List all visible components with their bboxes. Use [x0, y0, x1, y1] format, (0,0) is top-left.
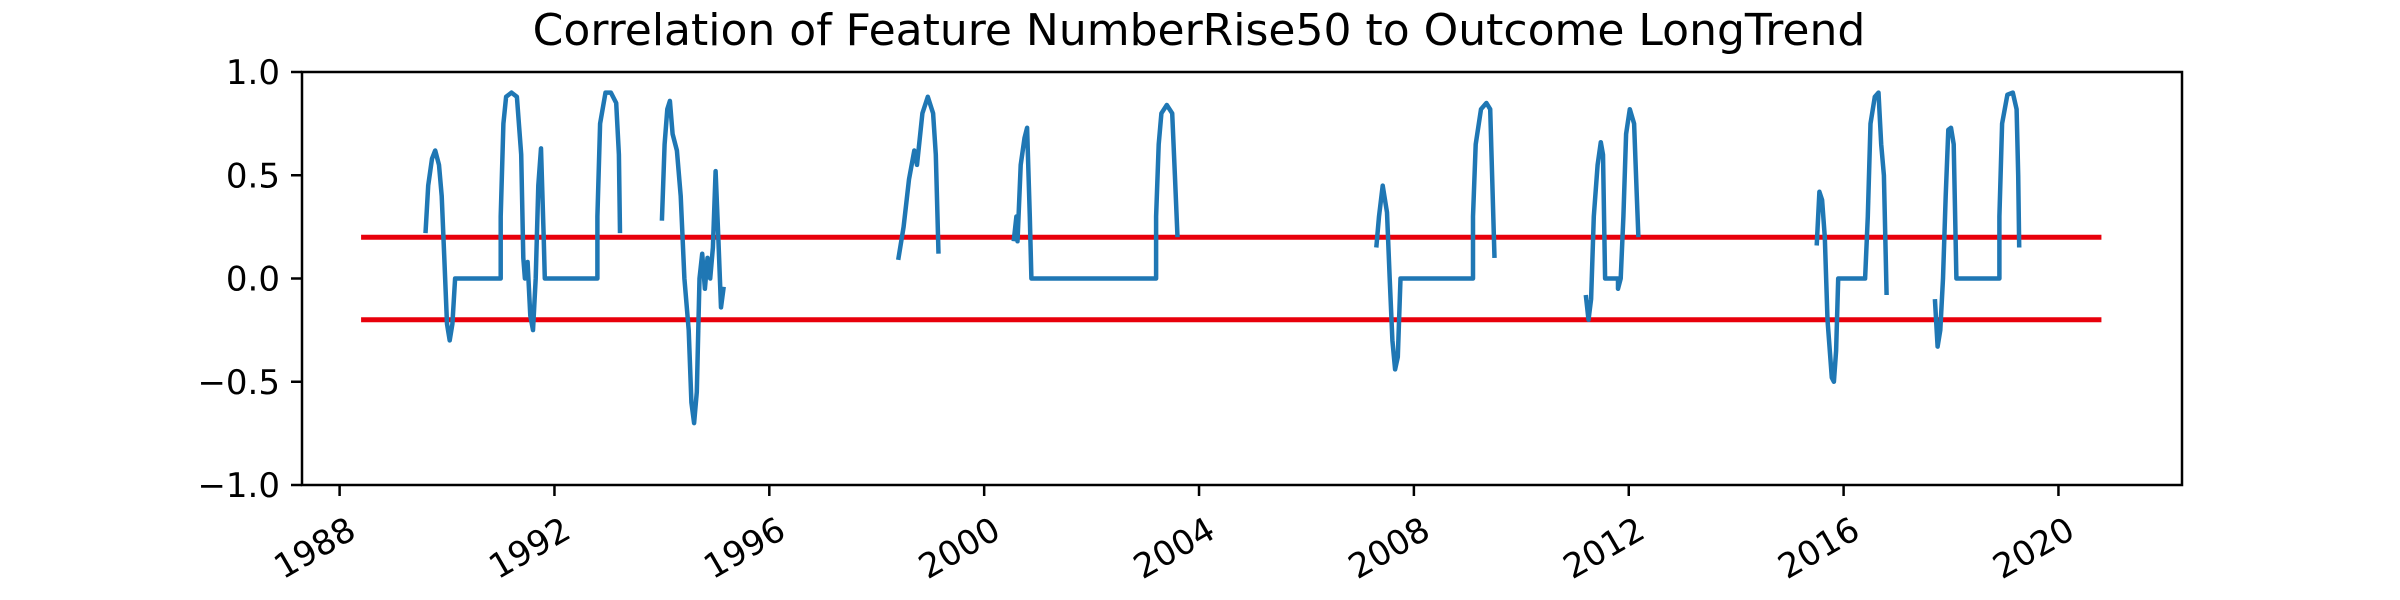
x-tick-label: 1996 [697, 510, 792, 588]
x-tick-label: 2016 [1772, 510, 1867, 588]
y-tick-label: −1.0 [197, 466, 280, 506]
series-line-segment [1374, 100, 1497, 372]
chart-title: Correlation of Feature NumberRise50 to O… [533, 5, 1866, 56]
series-line-segment [895, 94, 941, 261]
x-tick-label: 2000 [912, 510, 1007, 588]
series-line-segment [1011, 102, 1180, 281]
x-tick-label: 2004 [1127, 510, 1222, 588]
series-line-segment [423, 90, 623, 343]
y-tick-label: 0.5 [226, 156, 280, 196]
series-group [423, 90, 2022, 426]
y-tick-label: 1.0 [226, 53, 280, 93]
series-line-segment [659, 98, 726, 426]
x-tick-label: 1992 [482, 510, 577, 588]
x-tick-label: 2020 [1986, 510, 2081, 588]
threshold-lines [361, 234, 2102, 323]
x-axis: 1988 1992 1996 2000 2004 2008 2012 2016 2020 [268, 485, 2081, 588]
y-tick-label: 0.0 [226, 260, 280, 300]
y-tick-label: −0.5 [197, 363, 280, 403]
series-line-segment [1583, 106, 1641, 323]
series-line-segment [1932, 90, 2022, 349]
x-tick-label: 2012 [1557, 510, 1652, 588]
y-axis: 1.0 0.5 0.0 −0.5 −1.0 [197, 53, 302, 506]
x-tick-label: 2008 [1342, 510, 1437, 588]
x-tick-label: 1988 [268, 510, 363, 588]
series-line-segment [1814, 90, 1889, 385]
